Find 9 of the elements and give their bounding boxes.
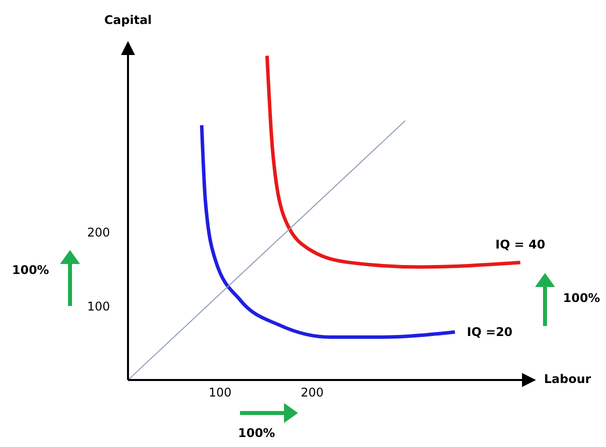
series-label: IQ =20	[466, 324, 513, 339]
text: 100%	[563, 291, 600, 305]
series-label: IQ = 40	[495, 238, 546, 252]
x-axis-title: Labour	[544, 372, 592, 386]
text: 100%	[238, 426, 276, 440]
line-series	[200, 123, 457, 339]
text: 100%	[12, 263, 50, 277]
y-axis-title: Capital	[103, 13, 153, 27]
line-series	[265, 55, 522, 269]
